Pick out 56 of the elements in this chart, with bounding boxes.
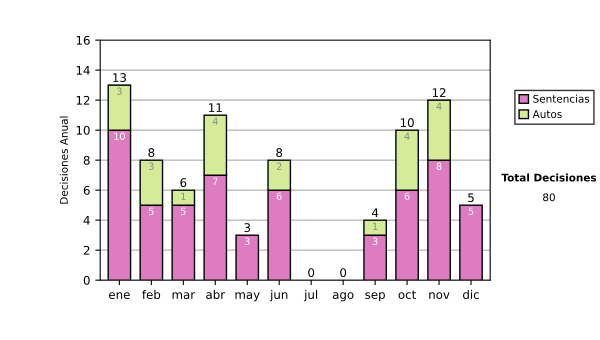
data-label: 3 bbox=[244, 238, 250, 245]
data-label: 7 bbox=[212, 178, 218, 185]
total-label: 0 bbox=[340, 268, 346, 278]
total-label: 12 bbox=[432, 88, 446, 97]
data-label: 3 bbox=[117, 88, 122, 95]
x-tick-label: jun bbox=[270, 290, 288, 302]
y-tick-label: 6 bbox=[84, 186, 90, 195]
data-label: 10 bbox=[114, 132, 125, 140]
text: 80 bbox=[543, 193, 555, 202]
y-tick-label: 8 bbox=[84, 156, 90, 165]
x-tick-label: jul bbox=[304, 290, 318, 302]
y-tick-label: 14 bbox=[76, 66, 90, 75]
y-tick-label: 12 bbox=[76, 96, 90, 105]
y-tick-label: 4 bbox=[84, 216, 90, 225]
data-label: 4 bbox=[212, 118, 218, 125]
total-label: 0 bbox=[308, 268, 314, 278]
data-label: 1 bbox=[181, 192, 186, 200]
x-tick-label: sep bbox=[365, 292, 385, 302]
data-label: 1 bbox=[373, 222, 378, 230]
y-tick-label: 2 bbox=[84, 246, 90, 255]
total-label: 5 bbox=[468, 193, 474, 202]
x-tick-label: nov bbox=[429, 292, 450, 300]
y-tick-label: 0 bbox=[84, 276, 90, 285]
data-label: 2 bbox=[276, 162, 282, 170]
total-label: 8 bbox=[148, 148, 154, 158]
x-tick-label: abr bbox=[206, 290, 226, 300]
data-label: 5 bbox=[149, 208, 154, 215]
total-label: 10 bbox=[400, 118, 414, 128]
data-label: 3 bbox=[148, 162, 154, 170]
legend-label: Autos bbox=[532, 110, 562, 118]
data-label: 5 bbox=[180, 208, 186, 215]
total-label: 8 bbox=[276, 148, 282, 158]
total-label: 3 bbox=[244, 223, 250, 232]
x-tick-label: feb bbox=[142, 290, 160, 300]
data-label: 4 bbox=[404, 132, 410, 140]
data-label: 3 bbox=[372, 238, 378, 245]
x-tick-label: ago bbox=[332, 292, 354, 302]
y-tick-label: 10 bbox=[76, 126, 90, 135]
total-label: 11 bbox=[209, 103, 222, 112]
x-tick-label: may bbox=[235, 292, 260, 302]
total-label: 13 bbox=[113, 73, 126, 82]
total-label: 6 bbox=[180, 178, 186, 188]
total-label: 4 bbox=[372, 208, 378, 217]
x-tick-label: mar bbox=[172, 292, 196, 300]
data-label: 4 bbox=[436, 102, 442, 110]
data-label: 5 bbox=[468, 208, 474, 215]
text: Total Decisiones bbox=[501, 173, 596, 182]
data-label: 6 bbox=[404, 192, 410, 200]
y-tick-label: 16 bbox=[76, 36, 90, 45]
x-tick-label: oct bbox=[398, 290, 416, 300]
data-label: 6 bbox=[276, 192, 282, 200]
legend-label: Sentencias bbox=[533, 94, 590, 103]
x-tick-label: dic bbox=[463, 290, 479, 300]
y-axis-title: Decisiones Anual bbox=[60, 116, 68, 204]
data-label: 8 bbox=[436, 162, 442, 170]
x-tick-label: ene bbox=[109, 292, 130, 300]
